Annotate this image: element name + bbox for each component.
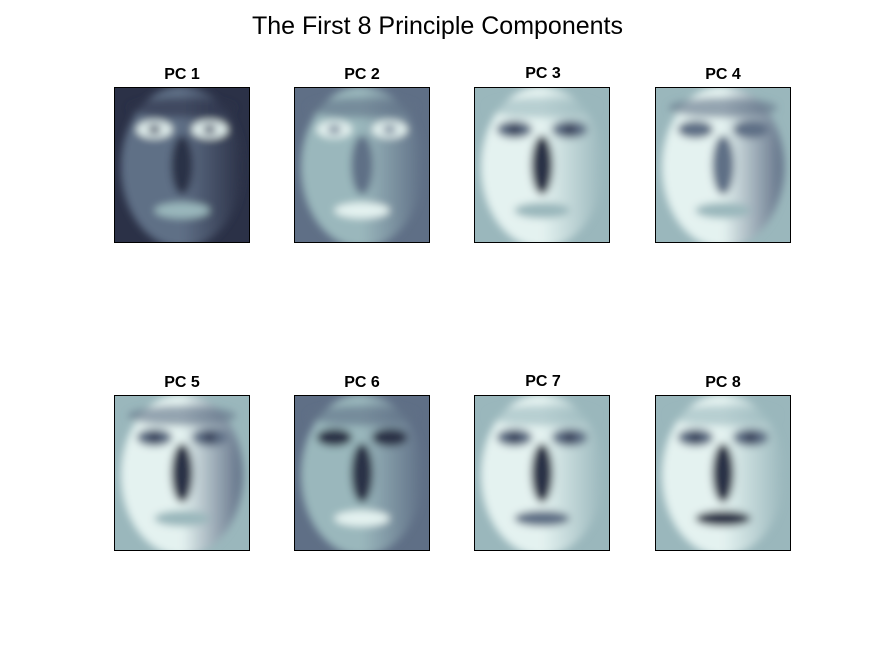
panel-title-pc2: PC 2 bbox=[344, 66, 380, 83]
panel-title-pc7: PC 7 bbox=[525, 373, 561, 390]
pc6-eigenface-image bbox=[294, 395, 430, 551]
pc3-eigenface-image bbox=[474, 87, 610, 243]
panel-title-pc8: PC 8 bbox=[705, 374, 741, 391]
pc5-eigenface-image bbox=[114, 395, 250, 551]
figure-title: The First 8 Principle Components bbox=[252, 12, 623, 40]
pc7-eigenface-image bbox=[474, 395, 610, 551]
pc1-eigenface-image bbox=[114, 87, 250, 243]
pc2-eigenface-image bbox=[294, 87, 430, 243]
panel-title-pc5: PC 5 bbox=[164, 374, 200, 391]
pc4-eigenface-image bbox=[655, 87, 791, 243]
pc8-eigenface-image bbox=[655, 395, 791, 551]
panel-title-pc6: PC 6 bbox=[344, 374, 380, 391]
panel-title-pc3: PC 3 bbox=[525, 65, 561, 82]
panel-title-pc1: PC 1 bbox=[164, 66, 200, 83]
panel-title-pc4: PC 4 bbox=[705, 66, 741, 83]
